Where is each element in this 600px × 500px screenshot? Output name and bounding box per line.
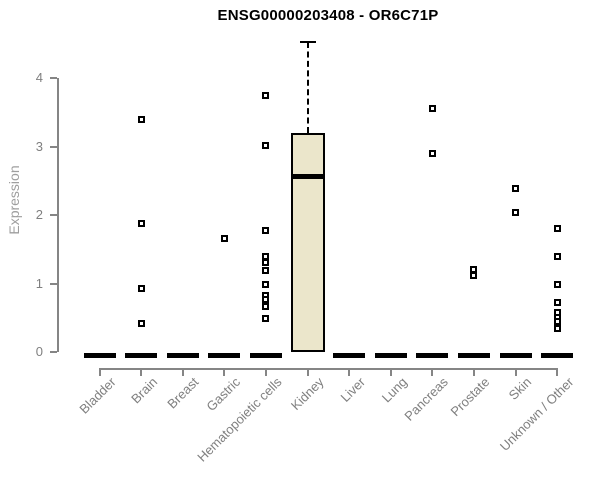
zero-bar-liver [333, 353, 366, 358]
x-tick-label-breast: Breast [164, 374, 202, 412]
y-tick-label: 1 [35, 275, 43, 291]
y-tick-mark [50, 77, 57, 79]
outlier-point-unknown-other [553, 224, 561, 232]
box-kidney [290, 132, 325, 352]
outlier-point-hematopoietic-cells [262, 281, 270, 289]
outlier-point-unknown-other [553, 253, 561, 261]
outlier-point-hematopoietic-cells [262, 91, 270, 99]
y-tick-mark [50, 351, 57, 353]
x-tick-mark [431, 368, 434, 376]
y-tick-mark [50, 214, 57, 216]
x-tick-label-liver: Liver [337, 374, 369, 405]
x-tick-mark [140, 368, 143, 376]
x-tick-mark [348, 368, 351, 376]
x-tick-label-unknown-other: Unknown / Other [496, 374, 577, 454]
x-tick-label-bladder: Bladder [76, 374, 119, 417]
outlier-point-unknown-other [553, 325, 561, 333]
y-tick-mark [50, 145, 57, 148]
y-tick-label: 2 [35, 207, 43, 222]
x-tick-label-gastric: Gastric [203, 374, 244, 415]
x-tick-label-skin: Skin [505, 374, 535, 403]
outlier-point-hematopoietic-cells [262, 252, 270, 260]
outlier-point-gastric [220, 234, 228, 242]
x-tick-mark [98, 368, 101, 376]
x-tick-mark [306, 368, 309, 376]
median-line-kidney [290, 173, 325, 179]
zero-bar-brain [125, 353, 158, 358]
x-tick-mark [223, 368, 226, 376]
x-tick-label-brain: Brain [127, 374, 161, 407]
outlier-point-prostate [470, 265, 478, 273]
outlier-point-hematopoietic-cells [262, 303, 270, 311]
zero-bar-unknown-other [541, 353, 574, 358]
outlier-point-hematopoietic-cells [262, 227, 270, 235]
zero-bar-lung [374, 353, 407, 358]
outlier-point-brain [137, 219, 145, 227]
outlier-point-brain [137, 116, 145, 124]
y-axis-line [57, 78, 59, 352]
x-tick-label-kidney: Kidney [287, 374, 327, 414]
zero-bar-hematopoietic-cells [249, 353, 282, 358]
outlier-point-hematopoietic-cells [262, 266, 270, 274]
x-tick-mark [389, 368, 392, 376]
x-tick-label-prostate: Prostate [447, 374, 493, 420]
whisker-line-kidney [306, 41, 309, 133]
x-tick-mark [556, 368, 559, 376]
outlier-point-unknown-other [553, 317, 561, 325]
outlier-point-hematopoietic-cells [262, 295, 270, 303]
outlier-point-brain [137, 284, 145, 292]
outlier-point-prostate [470, 271, 478, 279]
zero-bar-prostate [457, 353, 490, 358]
outlier-point-hematopoietic-cells [262, 314, 270, 322]
x-tick-label-hematopoietic-cells: Hematopoietic cells [194, 374, 285, 465]
zero-bar-bladder [83, 353, 116, 358]
x-tick-mark [181, 368, 184, 376]
outlier-point-hematopoietic-cells [262, 142, 270, 150]
outlier-point-brain [137, 320, 145, 328]
x-tick-mark [472, 368, 475, 376]
zero-bar-skin [499, 353, 532, 358]
outlier-point-pancreas [428, 149, 436, 157]
x-tick-label-pancreas: Pancreas [401, 374, 452, 424]
y-tick-mark [50, 282, 57, 285]
zero-bar-pancreas [416, 353, 449, 358]
x-tick-mark [514, 368, 517, 376]
zero-bar-breast [166, 353, 199, 358]
chart-title: ENSG00000203408 - OR6C71P [217, 7, 439, 24]
x-axis-line [99, 368, 558, 370]
x-tick-mark [264, 368, 267, 376]
y-tick-label: 0 [35, 344, 43, 359]
outlier-point-pancreas [428, 104, 436, 112]
y-tick-label: 4 [35, 70, 43, 85]
x-tick-label-lung: Lung [378, 374, 410, 406]
zero-bar-gastric [208, 353, 241, 358]
outlier-point-skin [512, 185, 519, 193]
outlier-point-unknown-other [553, 299, 561, 307]
y-tick-label: 3 [35, 138, 43, 154]
outlier-point-hematopoietic-cells [262, 259, 270, 267]
whisker-cap-kidney [299, 40, 316, 43]
outlier-point-skin [512, 209, 519, 217]
outlier-point-unknown-other [553, 281, 561, 289]
